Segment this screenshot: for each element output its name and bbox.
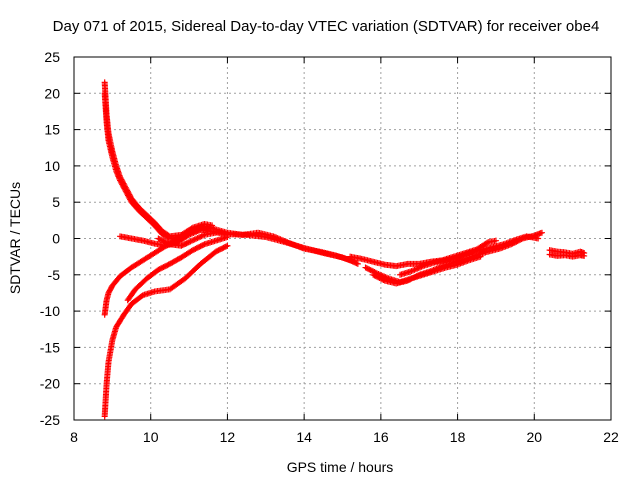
- y-tick-label: -15: [40, 339, 60, 355]
- chart-title: Day 071 of 2015, Sidereal Day-to-day VTE…: [53, 18, 600, 35]
- series-track-j: [370, 229, 545, 287]
- y-tick-label: 20: [44, 85, 60, 101]
- y-tick-label: -10: [40, 303, 60, 319]
- x-tick-label: 12: [220, 429, 236, 445]
- y-tick-label: 15: [44, 122, 60, 138]
- series-track-m: [546, 251, 588, 260]
- data-point: [194, 235, 201, 242]
- y-tick-label: -20: [40, 376, 60, 392]
- data-point: [184, 239, 191, 246]
- data-point: [193, 235, 200, 242]
- data-point: [380, 276, 387, 283]
- data-point: [195, 234, 202, 241]
- data-point: [354, 260, 361, 267]
- data-point: [187, 238, 194, 245]
- data-point: [414, 272, 421, 279]
- data-points: [101, 79, 588, 420]
- x-tick-label: 18: [450, 429, 466, 445]
- data-point: [197, 233, 204, 240]
- series-track-d: [124, 234, 231, 304]
- x-tick-label: 16: [373, 429, 389, 445]
- x-axis-label: GPS time / hours: [287, 459, 394, 475]
- data-point: [538, 229, 545, 236]
- data-point: [483, 239, 490, 246]
- y-tick-label: 5: [52, 194, 60, 210]
- series-track-k: [397, 233, 542, 278]
- y-tick-label: -25: [40, 412, 60, 428]
- y-tick-label: 10: [44, 158, 60, 174]
- data-point: [198, 233, 205, 240]
- data-point: [190, 237, 197, 244]
- data-point: [581, 252, 588, 259]
- data-point: [492, 237, 499, 244]
- series-track-g: [117, 225, 361, 267]
- data-point: [186, 239, 193, 246]
- data-point: [191, 236, 198, 243]
- y-tick-label: -5: [48, 267, 61, 283]
- y-axis-label: SDTVAR / TECUs: [7, 182, 23, 294]
- series-track-a: [101, 79, 216, 240]
- data-point: [224, 242, 231, 249]
- axis-ticks: [73, 56, 612, 421]
- y-tick-label: 0: [52, 231, 60, 247]
- series-track-e: [101, 242, 231, 420]
- tick-labels: 8 10 12 14 16 18 20 22 -25 -20 -15 -10 -5 0 5 10 15 20 25: [40, 49, 619, 445]
- x-tick-label: 22: [603, 429, 619, 445]
- data-point: [200, 232, 207, 239]
- x-tick-label: 8: [70, 429, 78, 445]
- data-point: [535, 235, 542, 242]
- x-tick-label: 10: [143, 429, 159, 445]
- data-point: [223, 243, 230, 250]
- x-tick-label: 20: [526, 429, 542, 445]
- y-tick-label: 25: [44, 49, 60, 65]
- data-point: [353, 260, 360, 267]
- x-tick-label: 14: [296, 429, 312, 445]
- data-point: [188, 237, 195, 244]
- data-point: [200, 241, 207, 248]
